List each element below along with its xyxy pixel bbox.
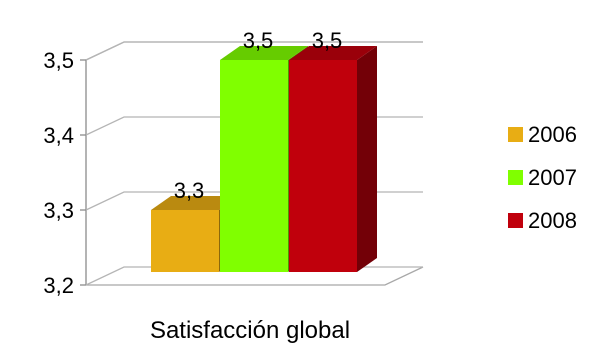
bar-side <box>357 46 377 272</box>
legend-swatch <box>508 213 523 228</box>
legend-label: 2007 <box>528 165 577 190</box>
legend: 2006 2007 2008 <box>508 122 577 233</box>
y-tick-label: 3,3 <box>43 198 74 223</box>
bar-top <box>289 46 377 60</box>
legend-item-2007: 2007 <box>508 165 577 190</box>
legend-label: 2008 <box>528 208 577 233</box>
bar-top <box>151 196 239 210</box>
bar-2008 <box>289 46 377 272</box>
legend-swatch <box>508 127 523 142</box>
data-labels: 3,3 3,5 3,5 <box>174 28 343 203</box>
legend-swatch <box>508 170 523 185</box>
bar-front <box>220 60 288 272</box>
bar-front <box>289 60 357 272</box>
gridline <box>85 41 423 61</box>
bar-front <box>151 210 219 272</box>
legend-label: 2006 <box>528 122 577 147</box>
y-tick-label: 3,2 <box>43 273 74 298</box>
bar-top <box>220 46 308 60</box>
floor-edge <box>86 266 424 286</box>
data-label-2008: 3,5 <box>312 28 343 53</box>
y-tick-label: 3,4 <box>43 123 74 148</box>
chart-bars <box>151 46 377 272</box>
legend-item-2006: 2006 <box>508 122 577 147</box>
x-axis-label: Satisfacción global <box>150 317 350 344</box>
data-label-2006: 3,3 <box>174 178 205 203</box>
y-tick-label: 3,5 <box>43 48 74 73</box>
data-label-2007: 3,5 <box>243 28 274 53</box>
y-axis-ticks: 3,2 3,3 3,4 3,5 <box>43 48 86 298</box>
legend-item-2008: 2008 <box>508 208 577 233</box>
